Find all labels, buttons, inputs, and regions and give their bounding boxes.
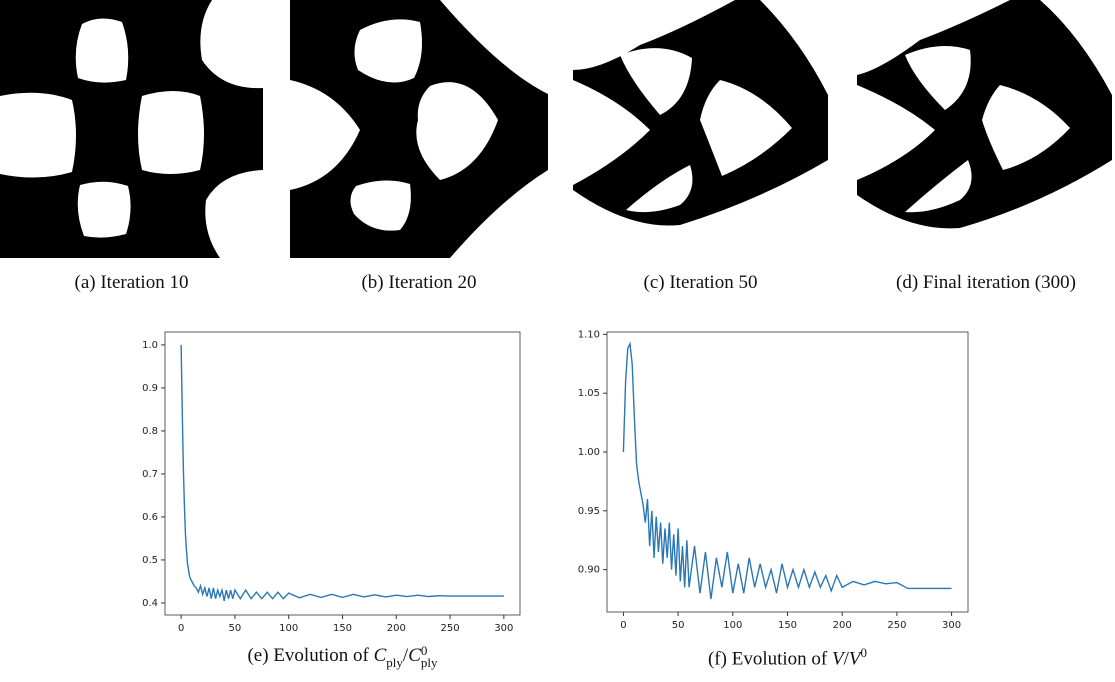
series-line — [622, 341, 952, 600]
y-tick-label: 0.7 — [142, 469, 158, 480]
math-slash: / — [402, 645, 409, 667]
y-tick-label: 1.0 — [142, 340, 158, 351]
y-tick-label: 0.8 — [142, 426, 158, 437]
x-tick-label: 50 — [672, 620, 685, 631]
y-tick-label: 1.10 — [578, 329, 600, 340]
plot-frame — [606, 331, 969, 613]
math-sub: ply — [386, 654, 403, 670]
caption-text: (f) Evolution of — [707, 648, 828, 670]
y-tick-label: 0.6 — [142, 512, 158, 523]
math-sup: 0 — [420, 643, 428, 658]
y-tick-label: 1.05 — [578, 388, 600, 399]
x-tick-label: 200 — [833, 620, 852, 631]
x-tick-label: 250 — [887, 620, 906, 631]
x-tick-label: 100 — [723, 620, 742, 631]
chart-caption: (e) Evolution of C ply/C0 ply — [165, 643, 520, 670]
math-symbol: C — [373, 645, 387, 667]
chart-caption: (f) Evolution of V/V0 — [607, 645, 968, 670]
x-tick-label: 50 — [229, 623, 242, 634]
math-slash: / — [843, 648, 849, 670]
panel-caption: (c) Iteration 50 — [643, 272, 758, 293]
x-tick-label: 150 — [778, 620, 797, 631]
x-tick-label: 250 — [441, 623, 460, 634]
topology-c — [573, 0, 828, 258]
panel-caption: (a) Iteration 10 — [74, 272, 189, 293]
topology-d — [857, 0, 1112, 258]
x-tick-label: 200 — [387, 623, 406, 634]
math-symbol: C — [408, 645, 421, 667]
plot-frame — [164, 331, 521, 616]
y-tick-label: 0.95 — [578, 506, 600, 517]
y-tick-label: 0.5 — [142, 555, 158, 566]
math-symbol: V — [832, 648, 844, 670]
x-tick-label: 300 — [494, 623, 513, 634]
math-sub: ply — [420, 654, 438, 670]
y-tick-label: 0.9 — [142, 383, 158, 394]
y-tick-label: 1.00 — [578, 447, 600, 458]
math-sup: 0 — [860, 645, 868, 660]
y-tick-label: 0.90 — [578, 565, 600, 576]
topology-a — [0, 0, 263, 258]
caption-text: (e) Evolution of — [247, 645, 369, 667]
x-tick-label: 150 — [333, 623, 352, 634]
x-tick-label: 0 — [178, 623, 184, 634]
x-tick-label: 0 — [620, 620, 626, 631]
panel-caption: (d) Final iteration (300) — [896, 272, 1076, 293]
x-tick-label: 100 — [279, 623, 298, 634]
math-symbol: V — [848, 648, 861, 670]
series-line — [180, 344, 504, 601]
topology-b — [290, 0, 548, 258]
y-tick-label: 0.4 — [142, 598, 158, 609]
x-tick-label: 300 — [942, 620, 961, 631]
panel-caption: (b) Iteration 20 — [361, 272, 477, 293]
